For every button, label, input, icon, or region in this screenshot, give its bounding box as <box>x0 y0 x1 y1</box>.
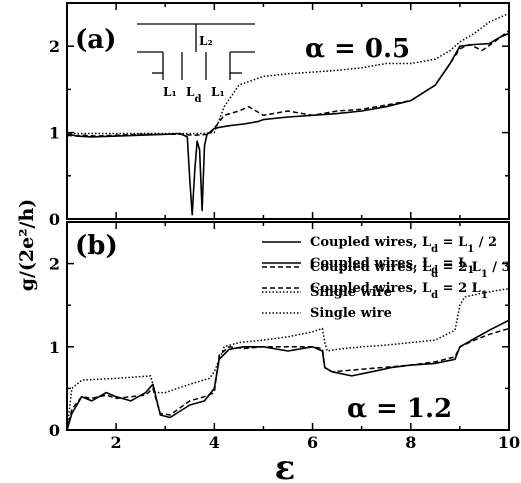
y-tick-label: 1 <box>49 338 60 357</box>
alpha-annotation: α = 0.5 <box>305 34 410 64</box>
x-tick-label: 10 <box>498 433 520 452</box>
y-tick-label: 0 <box>49 421 60 440</box>
y-tick-label: 0 <box>49 210 60 229</box>
inset-label-L2: L₂ <box>199 34 213 48</box>
alpha-annotation: α = 1.2 <box>347 394 452 424</box>
legend-label-1: Coupled wires, Ld = L1 <box>310 256 474 276</box>
inset-label-Ld: Ld <box>186 85 201 105</box>
panel-label: (b) <box>75 231 118 261</box>
y-tick-label: 2 <box>49 37 60 56</box>
y-tick-label: 2 <box>49 255 60 274</box>
legend-label-3: Single wire <box>310 285 392 300</box>
series-line-2 <box>66 30 510 137</box>
series-line-1 <box>66 32 510 216</box>
x-tick-label: 6 <box>307 433 318 452</box>
geometry-inset: L₂ L₁ Ld L₁ <box>137 23 255 105</box>
inset-label-L1-right: L₁ <box>211 85 225 99</box>
x-tick-label: 4 <box>209 433 220 452</box>
y-tick-label: 1 <box>49 124 60 143</box>
x-tick-label: 2 <box>111 433 122 452</box>
plot-frame <box>66 221 510 431</box>
series-line-2 <box>66 327 510 431</box>
series-line-1 <box>66 319 510 431</box>
legend-label-2: Coupled wires, Ld = 2 L1 / 3 <box>310 260 511 280</box>
x-tick-label: 8 <box>405 433 416 452</box>
legend-label-3: Single wire <box>310 306 392 321</box>
plot-frame <box>66 2 510 220</box>
inset-label-L1-left: L₁ <box>163 85 177 99</box>
y-axis-label: g/(2e²/h) <box>16 199 38 292</box>
panel-label: (a) <box>75 25 116 55</box>
series-line-3 <box>67 12 510 135</box>
legend-label-1: Coupled wires, Ld = L1 / 2 <box>310 235 497 255</box>
legend-label-2: Coupled wires, Ld = 2 L1 <box>310 281 488 301</box>
x-axis-label: ε <box>275 448 296 483</box>
